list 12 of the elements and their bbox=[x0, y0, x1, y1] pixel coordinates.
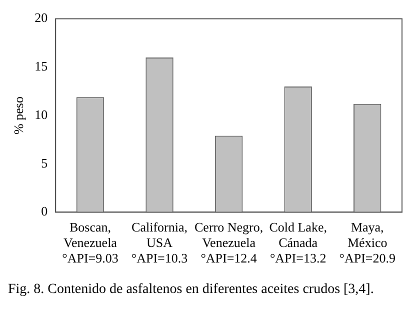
y-tick-label: 0 bbox=[41, 204, 48, 219]
x-tick-label: Boscan, Venezuela °API=9.03 bbox=[62, 219, 118, 266]
x-tick-label: Maya, México °API=20.9 bbox=[339, 219, 396, 266]
caption: Fig. 8. Contenido de asfaltenos en diferentes aceites crudos [3,4]. bbox=[8, 282, 375, 298]
x-tick-label: Cold Lake, Cánada °API=13.2 bbox=[269, 219, 327, 266]
y-tick-label: 10 bbox=[34, 106, 48, 122]
y-tick-label: 5 bbox=[41, 155, 48, 170]
y-tick-label: 15 bbox=[34, 58, 48, 74]
x-tick-label: Cerro Negro, Venezuela °API=12.4 bbox=[194, 219, 264, 266]
y-tick-label: 20 bbox=[34, 10, 48, 26]
y-axis-title: % peso bbox=[11, 96, 26, 134]
x-tick-label: California, USA °API=10.3 bbox=[131, 219, 188, 266]
